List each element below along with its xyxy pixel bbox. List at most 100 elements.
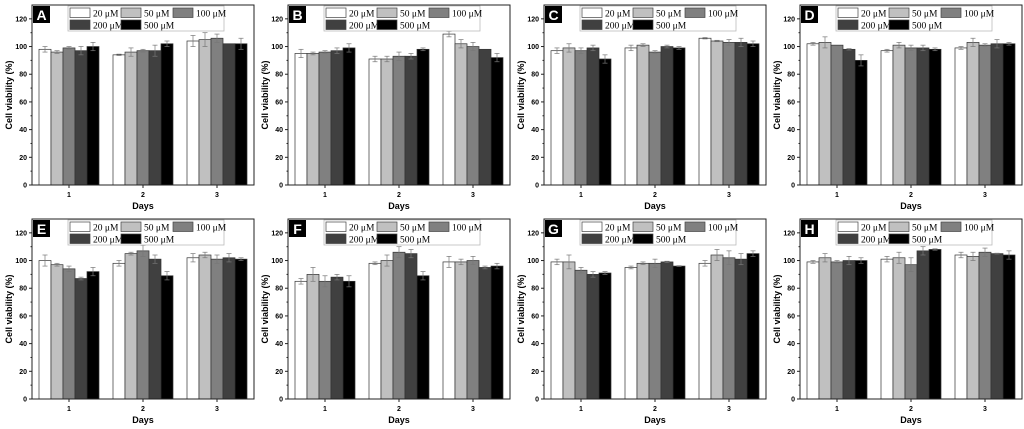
legend-swatch: [325, 221, 347, 232]
bar: [636, 262, 650, 400]
y-tick-label: 0: [23, 183, 27, 190]
bar: [854, 60, 868, 186]
y-tick-label: 120: [783, 16, 795, 23]
legend: [67, 219, 225, 246]
bar: [86, 271, 100, 400]
legend: [835, 219, 993, 246]
y-tick-label: 80: [531, 72, 539, 79]
x-tick-label: 3: [727, 192, 731, 199]
bar: [466, 46, 480, 186]
legend-swatch: [837, 233, 859, 244]
legend-swatch: [69, 233, 91, 244]
bar: [442, 261, 456, 400]
bar: [392, 251, 406, 400]
bar: [734, 258, 748, 400]
legend-swatch: [684, 221, 706, 232]
bar: [330, 276, 344, 400]
legend-swatch: [940, 7, 962, 18]
legend-swatch: [684, 7, 706, 18]
bar: [380, 58, 394, 186]
legend-label: 100 μM: [452, 10, 483, 20]
y-tick-label: 120: [271, 230, 283, 237]
legend-label: 20 μM: [605, 10, 631, 20]
bar: [148, 258, 162, 400]
x-axis-label: Days: [388, 415, 410, 425]
bar: [854, 260, 868, 400]
panel-label-box: [801, 220, 818, 237]
bar: [806, 261, 820, 400]
legend-swatch: [120, 19, 142, 30]
legend-label: 100 μM: [196, 224, 227, 234]
bar: [490, 265, 504, 400]
legend-label: 20 μM: [349, 10, 375, 20]
bar: [136, 250, 150, 400]
bar: [342, 47, 356, 186]
bar: [830, 261, 844, 400]
y-tick-label: 120: [15, 230, 27, 237]
legend-label: 20 μM: [93, 10, 119, 20]
legend-swatch: [837, 221, 859, 232]
y-tick-label: 0: [279, 183, 283, 190]
legend-swatch: [69, 7, 91, 18]
y-axis-label: Cell viability (%): [4, 60, 14, 129]
legend-label: 20 μM: [861, 10, 887, 20]
bar: [916, 250, 930, 400]
bar: [124, 51, 138, 186]
legend-swatch: [632, 19, 654, 30]
x-tick-label: 2: [653, 406, 657, 413]
bar: [892, 257, 906, 400]
y-tick-label: 120: [527, 16, 539, 23]
panel-label-box: [289, 6, 306, 23]
bar: [734, 42, 748, 186]
panel-label: B: [292, 7, 302, 23]
y-tick-label: 80: [531, 286, 539, 293]
panel-H: 0 20 40 60 80 100 120 1 2 3 Days Cell viability (%)…: [772, 218, 1023, 425]
bar: [160, 43, 174, 186]
bar: [722, 42, 736, 186]
y-tick-label: 80: [19, 72, 27, 79]
legend-label: 500 μM: [400, 236, 431, 246]
legend-swatch: [837, 19, 859, 30]
y-axis-label: Cell viability (%): [260, 60, 270, 129]
legend-swatch: [632, 7, 654, 18]
x-tick-label: 1: [579, 406, 583, 413]
y-tick-label: 100: [15, 258, 27, 265]
x-tick-label: 2: [909, 406, 913, 413]
y-tick-label: 60: [19, 99, 27, 106]
legend-label: 200 μM: [605, 22, 636, 32]
y-tick-label: 100: [15, 44, 27, 51]
y-axis-label: Cell viability (%): [772, 60, 782, 129]
legend-swatch: [888, 233, 910, 244]
bar: [368, 262, 382, 400]
bar: [416, 275, 430, 400]
bar: [1002, 43, 1016, 186]
panel-label: F: [293, 221, 302, 237]
bar: [892, 44, 906, 186]
y-tick-label: 120: [527, 230, 539, 237]
legend-swatch: [376, 221, 398, 232]
bar: [550, 50, 564, 186]
y-axis-label: Cell viability (%): [516, 60, 526, 129]
x-tick-label: 1: [323, 406, 327, 413]
x-tick-label: 2: [141, 192, 145, 199]
legend-label: 200 μM: [349, 22, 380, 32]
legend-swatch: [940, 221, 962, 232]
bar: [210, 258, 224, 400]
legend-label: 100 μM: [964, 10, 995, 20]
legend-label: 20 μM: [93, 224, 119, 234]
x-tick-label: 3: [471, 406, 475, 413]
legend-swatch: [172, 221, 194, 232]
bar: [660, 46, 674, 186]
y-tick-label: 0: [535, 183, 539, 190]
legend-swatch: [376, 233, 398, 244]
y-tick-label: 60: [787, 99, 795, 106]
x-tick-label: 2: [397, 406, 401, 413]
panel-label-box: [33, 220, 50, 237]
bar: [294, 53, 308, 186]
x-tick-label: 1: [835, 406, 839, 413]
bar: [660, 261, 674, 400]
panel-E: 0 20 40 60 80 100 120 1 2 3 Days Cell viability (%)…: [4, 218, 255, 425]
y-tick-label: 100: [271, 258, 283, 265]
x-tick-label: 2: [909, 192, 913, 199]
y-tick-label: 80: [787, 286, 795, 293]
